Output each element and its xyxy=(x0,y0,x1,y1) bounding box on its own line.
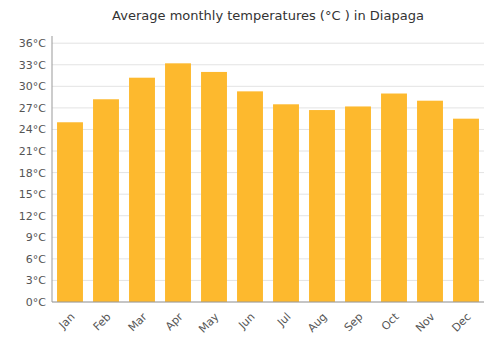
x-tick-label: Dec xyxy=(449,310,473,334)
x-tick-label: Aug xyxy=(305,310,329,334)
bar xyxy=(57,122,83,302)
chart-container: Average monthly temperatures (°C ) in Di… xyxy=(0,0,500,350)
bar xyxy=(381,94,407,302)
grid-line xyxy=(52,64,484,65)
y-tick-label: 12°C xyxy=(19,210,46,223)
bar xyxy=(309,110,335,302)
grid-line xyxy=(52,86,484,87)
y-tick-label: 6°C xyxy=(26,253,46,266)
x-tick-label: Jun xyxy=(236,310,258,332)
bar xyxy=(165,63,191,302)
x-tick-label: Sep xyxy=(342,310,366,334)
y-tick-label: 15°C xyxy=(19,188,46,201)
bar xyxy=(93,99,119,302)
y-tick-label: 18°C xyxy=(19,167,46,180)
title: Average monthly temperatures (°C ) in Di… xyxy=(112,8,424,23)
bar xyxy=(237,91,263,302)
x-tick-label: Feb xyxy=(91,310,114,333)
y-tick-label: 3°C xyxy=(26,274,46,287)
y-tick-label: 0°C xyxy=(26,296,46,309)
x-tick-label: May xyxy=(196,310,222,336)
chart: Average monthly temperatures (°C ) in Di… xyxy=(0,0,500,350)
y-tick-label: 33°C xyxy=(19,59,46,72)
y-tick-label: 30°C xyxy=(19,80,46,93)
y-tick-label: 24°C xyxy=(19,123,46,136)
bar xyxy=(417,101,443,302)
grid-line xyxy=(52,43,484,44)
y-axis-line xyxy=(52,36,53,302)
x-tick-label: Jan xyxy=(56,310,78,332)
grid xyxy=(52,43,484,302)
x-tick-label: Nov xyxy=(413,310,438,335)
x-tick-label: Mar xyxy=(126,310,150,334)
bar xyxy=(345,106,371,302)
bar xyxy=(273,104,299,302)
bar xyxy=(201,72,227,302)
x-tick-label: Apr xyxy=(163,310,186,333)
bar xyxy=(453,119,479,302)
y-tick-label: 21°C xyxy=(19,145,46,158)
bars xyxy=(57,63,479,302)
y-tick-label: 9°C xyxy=(26,231,46,244)
y-tick-label: 36°C xyxy=(19,37,46,50)
x-tick-label: Oct xyxy=(379,310,402,333)
grid-line xyxy=(52,302,484,303)
y-tick-label: 27°C xyxy=(19,102,46,115)
x-tick-label: Jul xyxy=(274,310,293,329)
x-axis-line xyxy=(52,302,484,303)
bar xyxy=(129,78,155,302)
